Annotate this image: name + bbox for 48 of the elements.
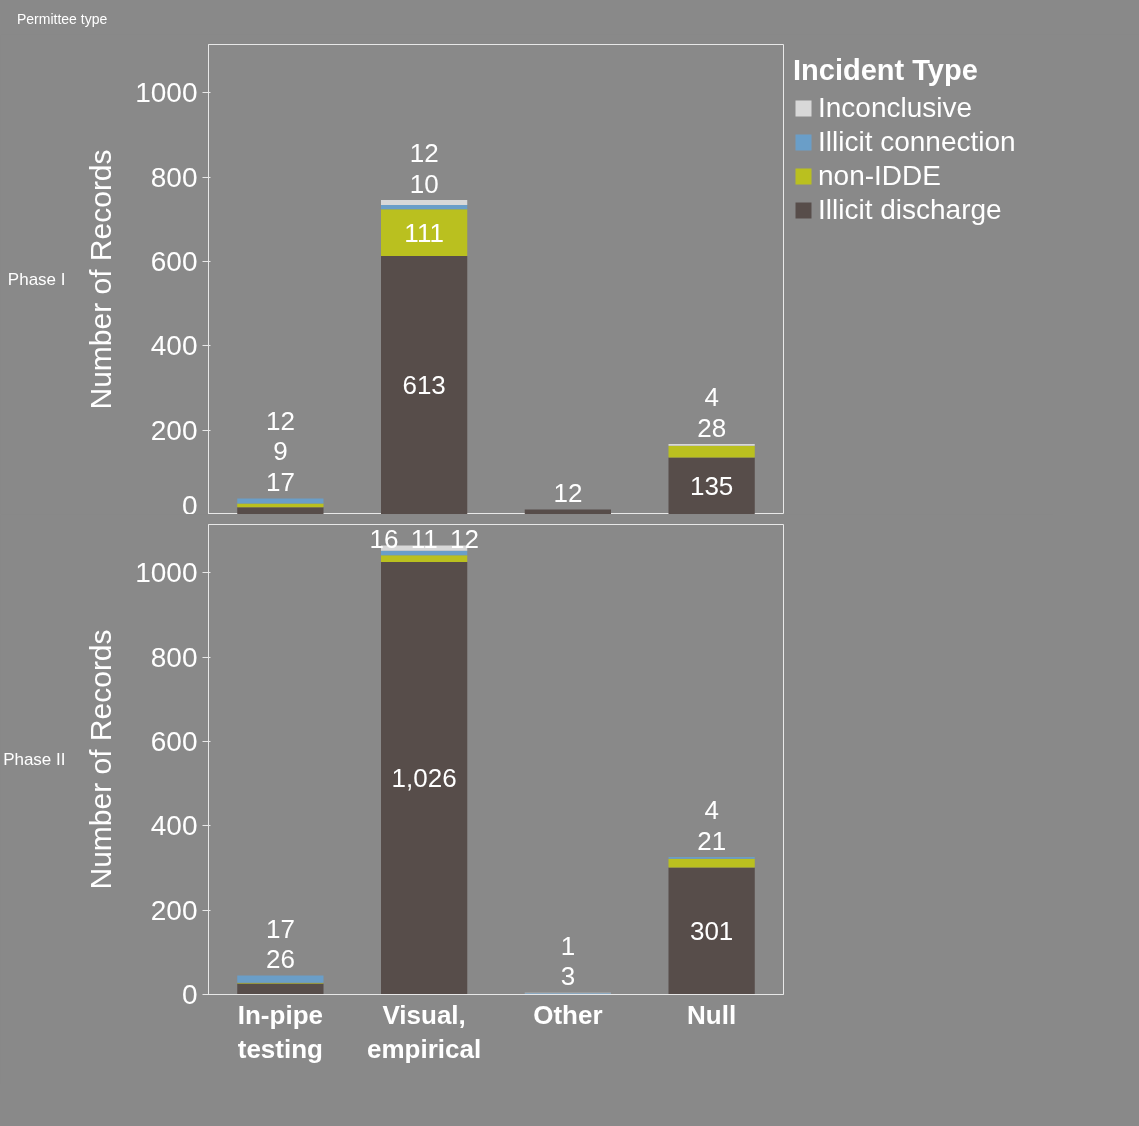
- data-label: 21: [697, 825, 727, 856]
- legend-label: Illicit discharge: [818, 194, 1002, 226]
- data-label: 3: [560, 961, 576, 992]
- data-label: 4: [704, 382, 719, 413]
- x-tick-label: Null: [687, 999, 737, 1030]
- data-label: 12: [553, 477, 583, 508]
- data-label: 17: [265, 913, 295, 944]
- data-label: 10: [409, 168, 439, 199]
- y-tick-label: 400: [150, 330, 198, 362]
- data-label: 26: [265, 944, 295, 975]
- text: Permittee type: [17, 10, 108, 29]
- y-axis-title: Number of Records: [84, 629, 118, 890]
- y-tick-label: 800: [150, 641, 198, 673]
- legend-label: Illicit connection: [818, 126, 1016, 158]
- y-tick-label: 0: [181, 979, 198, 1010]
- data-label: 28: [697, 412, 727, 443]
- y-tick-label: 600: [150, 246, 198, 278]
- data-label: 9: [273, 436, 288, 467]
- data-label: 135: [689, 471, 734, 502]
- x-tick-label: In-pipe testing: [237, 999, 323, 1064]
- legend-label: Inconclusive: [818, 92, 973, 124]
- y-tick-label: 0: [181, 489, 198, 521]
- y-tick-label: 1000: [135, 77, 198, 109]
- data-label: 11: [410, 523, 438, 554]
- y-tick-label: 200: [150, 894, 198, 926]
- data-label: 17: [265, 467, 295, 498]
- y-axis-title: Number of Records: [84, 149, 118, 410]
- y-tick-label: 600: [150, 726, 198, 758]
- data-label: 301: [689, 916, 734, 947]
- x-tick-label: Visual, empirical: [367, 999, 482, 1064]
- x-tick-label: Other: [533, 999, 603, 1030]
- text: Phase II: [3, 750, 66, 769]
- data-label: 1: [560, 930, 576, 961]
- text: Phase I: [7, 270, 66, 289]
- legend-title: Incident Type: [793, 54, 979, 87]
- legend-label: non-IDDE: [818, 160, 941, 192]
- data-label: 111: [404, 217, 444, 248]
- data-label: 12: [409, 138, 439, 169]
- y-tick-label: 400: [150, 810, 198, 842]
- y-tick-label: 200: [150, 414, 198, 446]
- data-label: 4: [704, 795, 719, 826]
- data-label: 1,026: [391, 763, 457, 794]
- data-label: 613: [402, 370, 446, 401]
- y-tick-label: 1000: [135, 557, 198, 589]
- y-tick-label: 800: [150, 161, 198, 193]
- data-label: 16: [369, 523, 399, 554]
- data-label: 12: [449, 523, 479, 554]
- data-label: 12: [265, 405, 295, 436]
